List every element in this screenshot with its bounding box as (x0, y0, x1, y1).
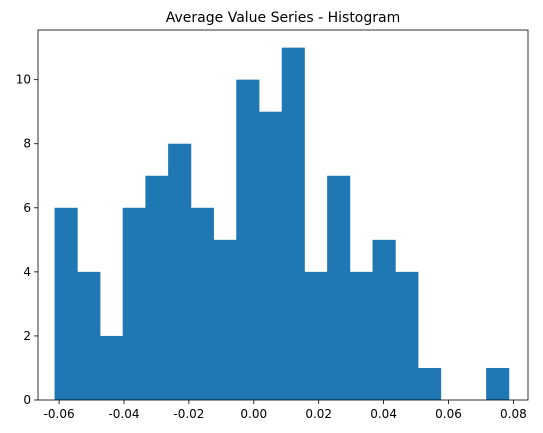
x-tick-label: 0.02 (305, 407, 332, 421)
histogram-bar (395, 271, 419, 400)
histogram-bar (281, 47, 305, 401)
bars-group (54, 47, 510, 401)
histogram-bar (77, 271, 101, 400)
y-tick-label: 2 (23, 329, 31, 343)
y-tick-label: 0 (23, 393, 31, 407)
y-tick-label: 6 (23, 201, 31, 215)
axes-frame (37, 29, 529, 401)
histogram-bar (190, 207, 214, 400)
histogram-bar (486, 367, 510, 400)
y-tick-label: 4 (23, 265, 31, 279)
histogram-bar (372, 239, 396, 400)
histogram-bar (258, 111, 283, 400)
x-tick-label: 0.00 (240, 407, 267, 421)
x-tick-label: 0.04 (370, 407, 397, 421)
histogram-bar (145, 175, 169, 400)
histogram-bar (349, 271, 373, 400)
x-tick-label: 0.08 (500, 407, 527, 421)
y-tick-label: 8 (23, 137, 31, 151)
histogram-bar (417, 367, 442, 400)
x-tick-label: -0.06 (44, 407, 75, 421)
histogram-bar (54, 207, 78, 400)
histogram-bar (122, 207, 146, 400)
x-tick-label: 0.06 (435, 407, 462, 421)
x-tick-label: -0.04 (108, 407, 139, 421)
histogram-bar (304, 271, 328, 400)
histogram-bar (327, 175, 351, 400)
histogram-bar (213, 239, 237, 400)
histogram-bar (236, 79, 260, 401)
x-axis: -0.06 -0.04 -0.02 0.00 0.02 0.04 0.06 0.08 (44, 400, 527, 421)
x-tick-label: -0.02 (173, 407, 204, 421)
histogram-bar (168, 143, 192, 400)
chart-title: Average Value Series - Histogram (166, 10, 400, 26)
y-tick-label: 10 (16, 73, 31, 87)
histogram-bar (99, 335, 124, 400)
y-axis: 0 2 4 6 8 10 (16, 73, 38, 407)
